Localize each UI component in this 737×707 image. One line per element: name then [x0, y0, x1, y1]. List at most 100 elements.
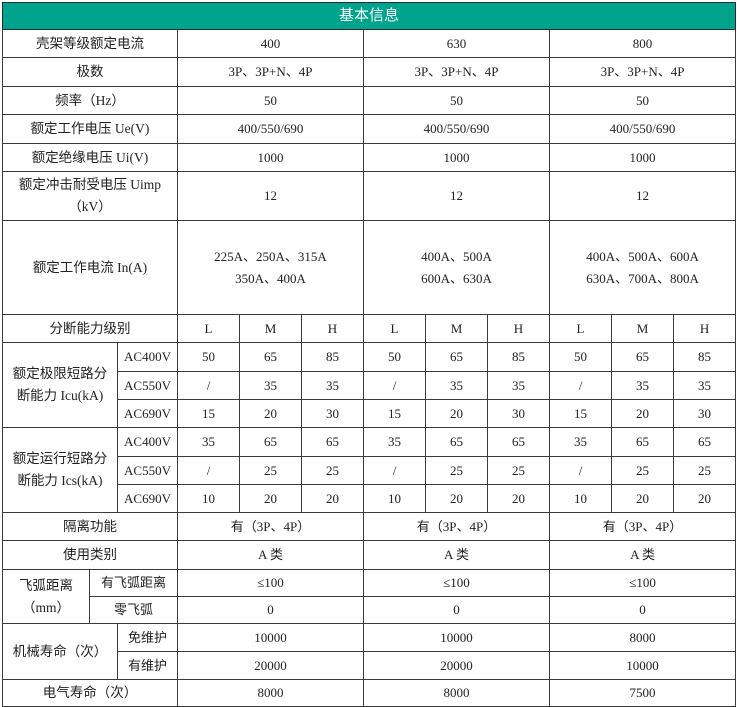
value-cell: 85: [672, 342, 737, 372]
value-cell: 20: [487, 484, 550, 513]
value-cell: 65: [611, 342, 674, 372]
row-arc: 飞弧距离 （mm） 有飞弧距离 ≤100 ≤100 ≤100: [2, 569, 737, 624]
voltage-label: AC550V: [117, 456, 178, 485]
value-cell: 15: [177, 399, 240, 428]
group-label: 额定运行短路分 断能力 Ics(kA): [2, 427, 118, 513]
value-cell: 7500: [548, 679, 737, 707]
row-mechanical: 机械寿命（次） 免维护 10000 10000 8000: [2, 623, 737, 680]
value-cell: 400A、500A 600A、630A: [363, 220, 550, 315]
value-cell: 20: [301, 484, 364, 513]
voltage-label: AC400V: [117, 427, 178, 457]
value-cell: 10000: [548, 651, 737, 680]
value-cell: ≤100: [177, 569, 364, 597]
value-cell: 400A、500A、600A 630A、700A、800A: [548, 220, 737, 315]
row-label: 频率（Hz）: [2, 86, 178, 115]
value-cell: 25: [672, 456, 737, 485]
cell-line: 630A、700A、800A: [586, 270, 699, 286]
value-cell: 15: [363, 399, 426, 428]
grade-cell: M: [611, 314, 674, 343]
value-cell: 20: [425, 484, 488, 513]
value-cell: 35: [672, 371, 737, 400]
cell-line: 额定运行短路分: [12, 451, 108, 466]
value-cell: 65: [611, 427, 674, 457]
value-cell: /: [549, 371, 612, 400]
value-cell: /: [363, 456, 426, 485]
value-cell: 10: [549, 484, 612, 513]
group-label: 额定极限短路分 断能力 Icu(kA): [2, 342, 118, 428]
value-cell: 10: [177, 484, 240, 513]
row-in: 额定工作电流 In(A) 225A、250A、315A 350A、400A 400A、…: [2, 220, 737, 315]
grade-cell: H: [487, 314, 550, 343]
cell-line: 400A、500A、600A: [586, 248, 699, 264]
value-cell: 50: [363, 342, 426, 372]
value-cell: /: [177, 371, 240, 400]
value-cell: 3P、3P+N、4P: [548, 57, 737, 87]
value-cell: 65: [672, 427, 737, 457]
value-cell: /: [549, 456, 612, 485]
value-cell: 12: [363, 171, 550, 221]
value-cell: 25: [425, 456, 488, 485]
value-cell: 35: [549, 427, 612, 457]
grade-cell: L: [363, 314, 426, 343]
value-cell: 85: [487, 342, 550, 372]
row-icu: AC690V 15 20 30 15 20 30 15 20 30: [3, 399, 737, 428]
value-cell: 20: [611, 399, 674, 428]
value-cell: 35: [487, 371, 550, 400]
value-cell: 35: [611, 371, 674, 400]
sub-label: 零飞弧: [89, 596, 178, 624]
value-cell: 20: [672, 484, 737, 513]
row-label: 额定冲击耐受电压 Uimp （kV）: [2, 171, 178, 221]
grade-cell: H: [672, 314, 737, 343]
voltage-label: AC400V: [117, 342, 178, 372]
value-cell: 12: [177, 171, 364, 221]
value-cell: 1000: [363, 143, 550, 172]
value-cell: 有（3P、4P）: [363, 512, 550, 541]
value-cell: 1000: [548, 143, 737, 172]
value-cell: 630: [363, 29, 550, 58]
voltage-label: AC690V: [117, 399, 178, 428]
value-cell: 65: [425, 342, 488, 372]
row-label: 额定工作电流 In(A): [2, 220, 178, 315]
row-icu: 额定极限短路分 断能力 Icu(kA) AC400V 50 65 85 50 65 85 50 65…: [2, 342, 737, 428]
cell-line: 400A、500A: [421, 248, 492, 264]
row-breaking-class: 分断能力级别 L M H L M H L M H: [2, 314, 737, 343]
row-icu: AC550V/35 35/35 35/35 35: [3, 371, 737, 400]
value-cell: 35: [301, 371, 364, 400]
value-cell: 3P、3P+N、4P: [363, 57, 550, 87]
value-cell: 800: [548, 29, 737, 58]
grade-cell: L: [177, 314, 240, 343]
cell-line: 断能力 Icu(kA): [16, 388, 104, 403]
value-cell: 10000: [177, 623, 364, 652]
value-cell: 65: [239, 427, 302, 457]
row-label: 使用类别: [2, 540, 178, 570]
value-cell: 35: [177, 427, 240, 457]
row-label: 电气寿命（次）: [2, 679, 178, 707]
row-ics: 额定运行短路分 断能力 Ics(kA) AC400V 35 65 65 35 65 65 35 65…: [2, 427, 737, 513]
value-cell: 400: [177, 29, 364, 58]
value-cell: 50: [363, 86, 550, 115]
value-cell: 25: [301, 456, 364, 485]
table-title: 基本信息: [1, 2, 737, 30]
value-cell: A 类: [363, 540, 550, 570]
value-cell: 20: [425, 399, 488, 428]
value-cell: 85: [301, 342, 364, 372]
value-cell: 50: [177, 86, 364, 115]
value-cell: 10000: [363, 623, 550, 652]
value-cell: 1000: [177, 143, 364, 172]
sub-label: 有飞弧距离: [89, 569, 178, 597]
cell-line: （mm）: [21, 599, 70, 615]
row-label: 分断能力级别: [2, 314, 178, 343]
sub-label: 有维护: [117, 651, 178, 680]
group-label: 飞弧距离 （mm）: [2, 569, 90, 624]
row-arc: 零飞弧 0 0 0: [3, 596, 737, 624]
cell-line: 600A、630A: [421, 270, 492, 286]
value-cell: 50: [549, 342, 612, 372]
row-ue: 额定工作电压 Ue(V) 400/550/690 400/550/690 400/55…: [2, 114, 737, 144]
cell-line: 额定冲击耐受电压 Uimp: [18, 177, 162, 192]
value-cell: 25: [487, 456, 550, 485]
value-cell: 225A、250A、315A 350A、400A: [177, 220, 364, 315]
row-label: 额定绝缘电压 Ui(V): [2, 143, 178, 172]
value-cell: 3P、3P+N、4P: [177, 57, 364, 87]
